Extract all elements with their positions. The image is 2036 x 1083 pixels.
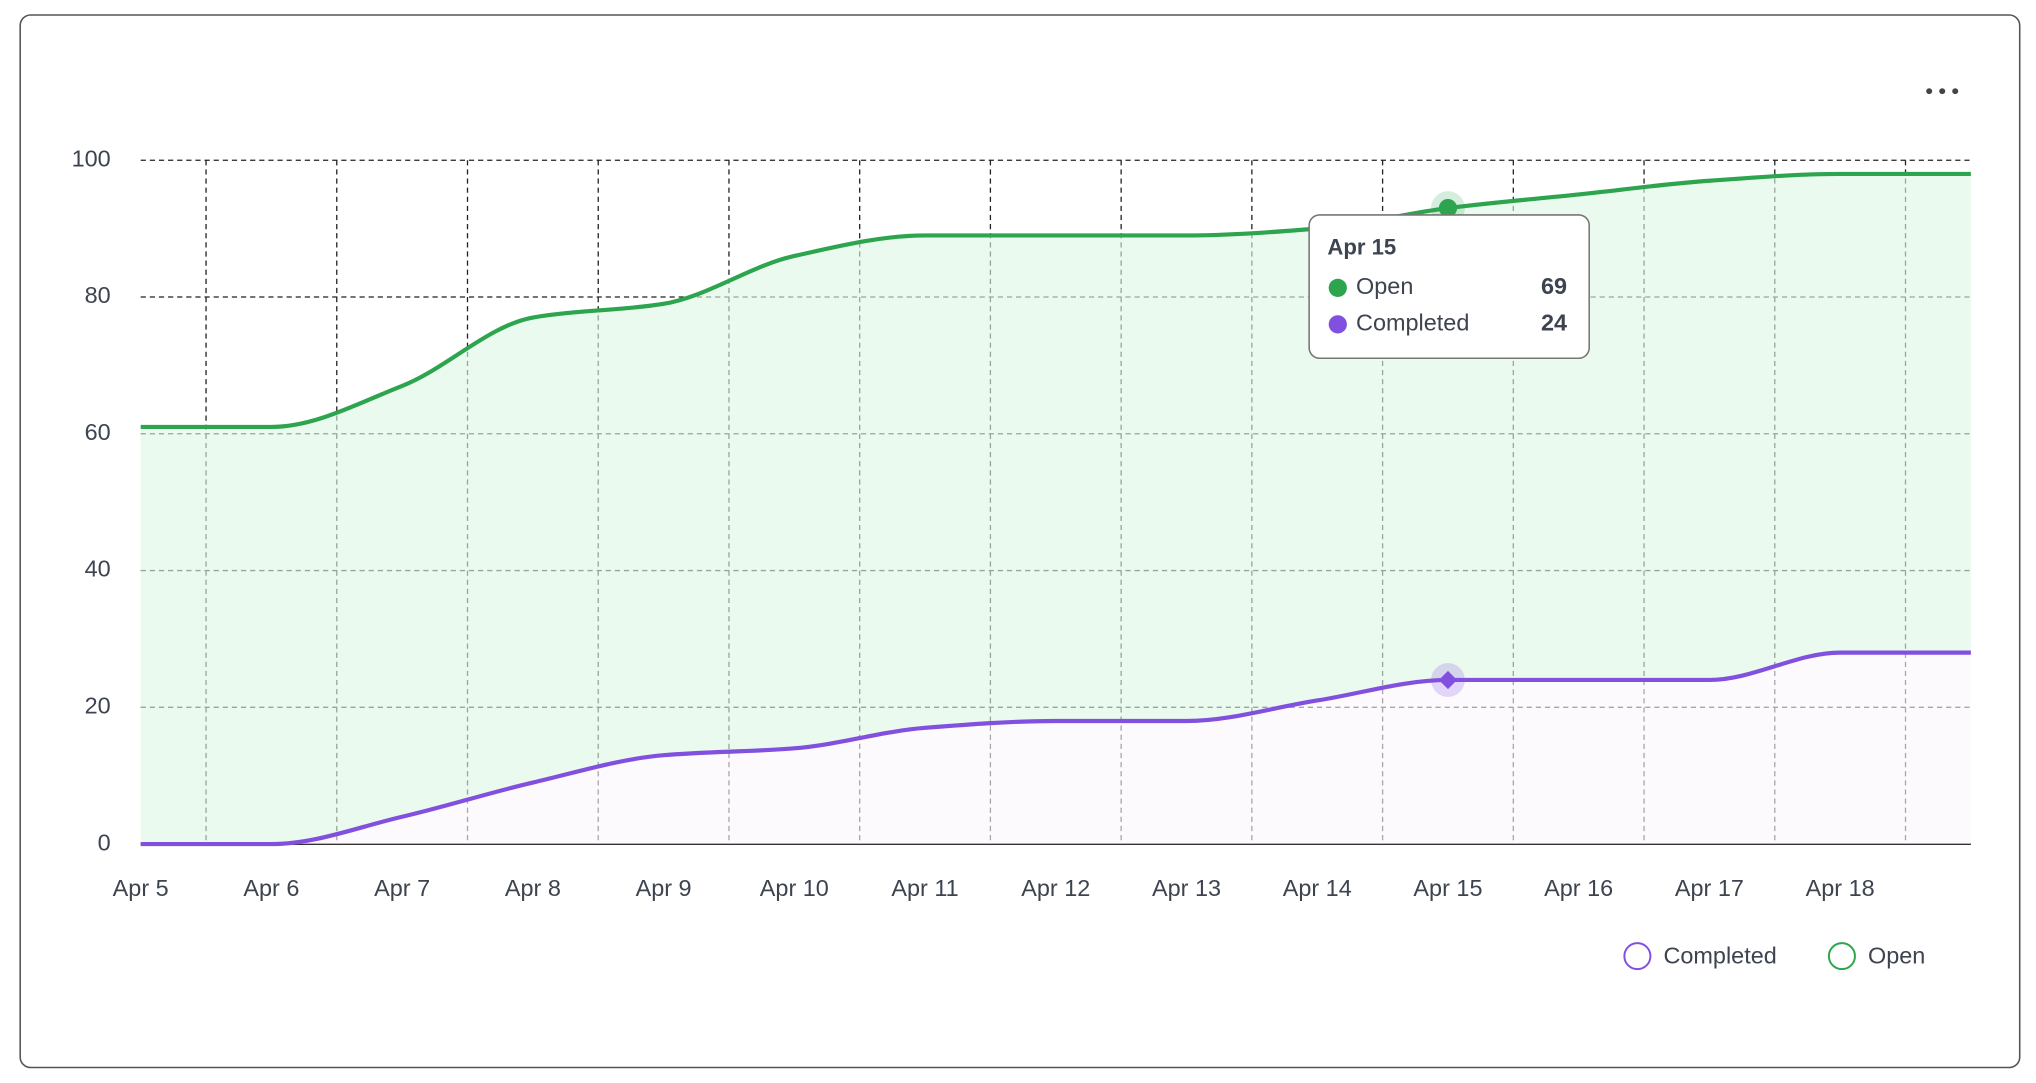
y-tick-label: 80 xyxy=(85,282,111,308)
x-tick-label: Apr 14 xyxy=(1283,875,1352,901)
hover-point xyxy=(1438,198,1458,218)
x-tick-label: Apr 16 xyxy=(1544,875,1613,901)
area-fill xyxy=(140,652,1971,845)
series-line xyxy=(140,171,1971,430)
x-tick-label: Apr 5 xyxy=(113,875,169,901)
tooltip-value: 24 xyxy=(1541,310,1567,336)
x-tick-label: Apr 12 xyxy=(1021,875,1090,901)
menu-dot[interactable] xyxy=(1939,88,1946,95)
x-tick-label: Apr 13 xyxy=(1152,875,1221,901)
x-tick-label: Apr 6 xyxy=(243,875,299,901)
legend: Completed Open xyxy=(1623,942,1925,971)
x-tick-label: Apr 11 xyxy=(891,875,958,901)
tooltip-swatch xyxy=(1328,315,1347,334)
tooltip-swatch xyxy=(1328,278,1347,297)
legend-swatch xyxy=(1623,942,1652,971)
tooltip-label: Completed xyxy=(1356,310,1469,336)
tooltip-title: Apr 15 xyxy=(1327,235,1396,260)
x-tick-label: Apr 18 xyxy=(1806,875,1875,901)
menu-dot[interactable] xyxy=(1926,88,1933,95)
tooltip-label: Open xyxy=(1356,273,1413,299)
legend-label: Open xyxy=(1868,943,1925,969)
y-tick-label: 100 xyxy=(72,145,111,171)
x-tick-label: Apr 15 xyxy=(1413,875,1482,901)
tooltip-box xyxy=(1308,214,1590,360)
x-tick-label: Apr 8 xyxy=(505,875,561,901)
menu-dot[interactable] xyxy=(1952,88,1959,95)
y-tick-label: 40 xyxy=(85,556,111,582)
y-tick-label: 20 xyxy=(85,693,111,719)
x-tick-label: Apr 17 xyxy=(1675,875,1744,901)
axes: 0 20 40 60 80 100 Apr 5 Apr 6 Apr 7 Apr 8 Apr 9 Apr… xyxy=(72,145,1875,900)
x-tick-label: Apr 7 xyxy=(374,875,430,901)
x-tick-label: Apr 9 xyxy=(636,875,692,901)
legend-swatch xyxy=(1827,942,1856,971)
y-tick-label: 60 xyxy=(85,419,111,445)
tooltip-value: 69 xyxy=(1541,273,1567,299)
x-tick-label: Apr 10 xyxy=(760,875,829,901)
series-line xyxy=(140,650,1971,847)
menu-button[interactable] xyxy=(1926,88,1959,95)
hover-point xyxy=(1438,670,1458,690)
y-tick-label: 0 xyxy=(98,829,111,855)
legend-label: Completed xyxy=(1663,943,1776,969)
tooltip: Apr 15 Open 69 Completed 24 xyxy=(1308,214,1590,360)
